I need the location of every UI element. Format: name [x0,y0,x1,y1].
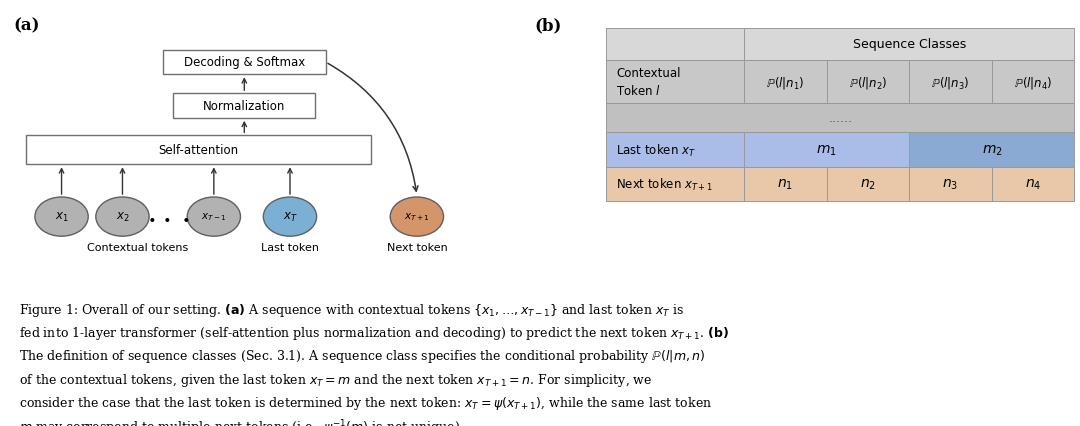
Text: Next token $x_{T+1}$: Next token $x_{T+1}$ [617,176,713,193]
Text: Sequence Classes: Sequence Classes [852,38,966,51]
Text: Figure 1: Overall of our setting. $\mathbf{(a)}$ A sequence with contextual toke: Figure 1: Overall of our setting. $\math… [19,301,685,318]
Bar [826,168,909,201]
Text: Last token: Last token [261,242,319,253]
Ellipse shape [187,198,241,237]
Text: $m_2$: $m_2$ [982,143,1002,158]
Text: (a): (a) [13,17,40,34]
Text: Normalization: Normalization [203,100,285,113]
Text: Self-attention: Self-attention [159,144,239,157]
Text: Contextual
Token $l$: Contextual Token $l$ [617,67,680,98]
FancyBboxPatch shape [26,136,372,165]
Text: $x_{T+1}$: $x_{T+1}$ [404,211,430,223]
Bar [909,168,991,201]
Bar [909,60,991,104]
Text: $\mathbb{P}(l|n_3)$: $\mathbb{P}(l|n_3)$ [931,75,970,90]
Text: $x_T$: $x_T$ [283,210,297,224]
Bar [744,133,909,168]
Bar [909,133,1075,168]
Text: $\mathbb{P}(l|n_2)$: $\mathbb{P}(l|n_2)$ [849,75,887,90]
Text: $x_2$: $x_2$ [116,210,130,224]
Text: Decoding & Softmax: Decoding & Softmax [184,56,305,69]
Bar [606,133,744,168]
Ellipse shape [264,198,316,237]
Text: $x_1$: $x_1$ [55,210,68,224]
Text: Last token $x_T$: Last token $x_T$ [617,142,696,158]
Text: $x_{T-1}$: $x_{T-1}$ [201,211,227,223]
Ellipse shape [35,198,89,237]
Text: Contextual tokens: Contextual tokens [87,242,188,253]
Bar [991,168,1075,201]
Text: of the contextual tokens, given the last token $x_T = m$ and the next token $x_{: of the contextual tokens, given the last… [19,371,653,388]
Text: $m$ may correspond to multiple next tokens (i.e., $\psi^{-1}(m)$ is not unique).: $m$ may correspond to multiple next toke… [19,417,464,426]
Text: $\mathbb{P}(l|n_4)$: $\mathbb{P}(l|n_4)$ [1014,75,1052,90]
Bar [744,29,1075,60]
Bar [826,60,909,104]
Text: $n_2$: $n_2$ [860,177,876,192]
Text: $m_1$: $m_1$ [816,143,837,158]
Bar [606,29,744,60]
Text: $\bullet\ \bullet\ \bullet$: $\bullet\ \bullet\ \bullet$ [147,210,190,224]
Text: consider the case that the last token is determined by the next token: $x_T = \p: consider the case that the last token is… [19,394,713,411]
Bar [606,104,1075,133]
Text: ......: ...... [828,112,852,125]
Text: Next token: Next token [387,242,447,253]
FancyBboxPatch shape [173,94,315,118]
Text: $\mathbb{P}(l|n_1)$: $\mathbb{P}(l|n_1)$ [766,75,805,90]
Bar [744,60,826,104]
Bar [744,168,826,201]
Ellipse shape [390,198,444,237]
Text: $n_3$: $n_3$ [943,177,959,192]
Text: fed into 1-layer transformer (self-attention plus normalization and decoding) to: fed into 1-layer transformer (self-atten… [19,324,730,341]
Text: $n_1$: $n_1$ [778,177,794,192]
Text: (b): (b) [535,17,562,34]
Bar [606,168,744,201]
Ellipse shape [96,198,149,237]
FancyBboxPatch shape [163,51,325,75]
Bar [606,60,744,104]
Text: $n_4$: $n_4$ [1025,177,1041,192]
Bar [991,60,1075,104]
Text: The definition of sequence classes (Sec. 3.1). A sequence class specifies the co: The definition of sequence classes (Sec.… [19,348,706,365]
